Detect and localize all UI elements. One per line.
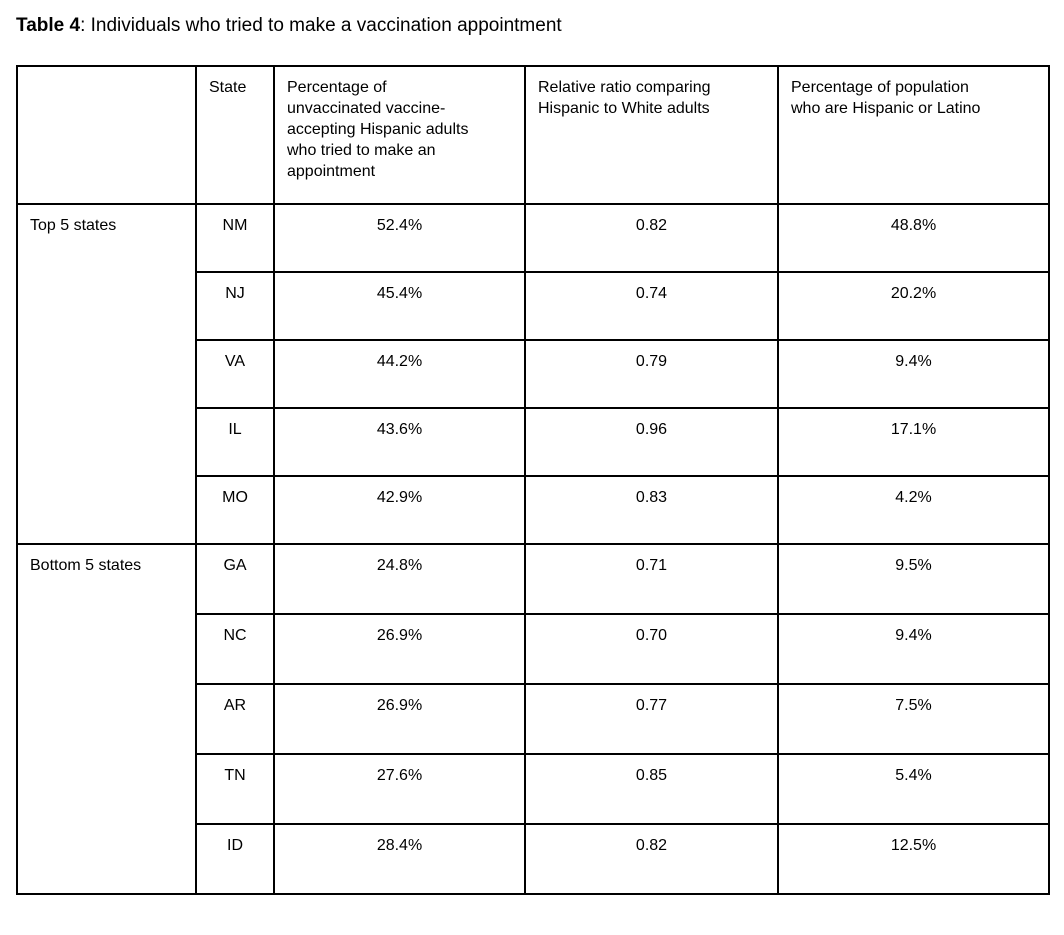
cell-pct-pop: 9.4% bbox=[777, 613, 1050, 685]
cell-state: ID bbox=[195, 823, 275, 895]
cell-pct-pop: 5.4% bbox=[777, 753, 1050, 825]
cell-state: NM bbox=[195, 203, 275, 273]
cell-state: NC bbox=[195, 613, 275, 685]
table-row: AR 26.9% 0.77 7.5% bbox=[17, 683, 1050, 755]
cell-ratio: 0.82 bbox=[524, 203, 779, 273]
cell-pct-pop: 9.4% bbox=[777, 339, 1050, 409]
table-row: IL 43.6% 0.96 17.1% bbox=[17, 407, 1050, 477]
cell-pct-tried: 28.4% bbox=[273, 823, 526, 895]
document-page: Table 4: Individuals who tried to make a… bbox=[0, 14, 1064, 935]
group-label-bottom-5: Bottom 5 states bbox=[16, 543, 197, 895]
table-row: Top 5 states NM 52.4% 0.82 48.8% bbox=[16, 203, 1050, 545]
cell-ratio: 0.96 bbox=[524, 407, 779, 477]
cell-state: VA bbox=[195, 339, 275, 409]
cell-state: GA bbox=[195, 543, 275, 615]
cell-ratio: 0.70 bbox=[524, 613, 779, 685]
cell-ratio: 0.83 bbox=[524, 475, 779, 545]
cell-pct-pop: 4.2% bbox=[777, 475, 1050, 545]
cell-pct-tried: 26.9% bbox=[273, 613, 526, 685]
cell-pct-tried: 44.2% bbox=[273, 339, 526, 409]
cell-state: IL bbox=[195, 407, 275, 477]
cell-ratio: 0.74 bbox=[524, 271, 779, 341]
table-caption-text: : Individuals who tried to make a vaccin… bbox=[80, 15, 562, 36]
table-row: NC 26.9% 0.70 9.4% bbox=[17, 613, 1050, 685]
table-caption: Table 4: Individuals who tried to make a… bbox=[16, 14, 1064, 38]
table-row: NJ 45.4% 0.74 20.2% bbox=[17, 271, 1050, 341]
cell-ratio: 0.85 bbox=[524, 753, 779, 825]
table-row: MO 42.9% 0.83 4.2% bbox=[17, 475, 1050, 545]
cell-pct-tried: 45.4% bbox=[273, 271, 526, 341]
header-ratio: Relative ratio comparing Hispanic to Whi… bbox=[524, 65, 779, 205]
cell-ratio: 0.71 bbox=[524, 543, 779, 615]
header-state: State bbox=[195, 65, 275, 205]
cell-pct-tried: 52.4% bbox=[273, 203, 526, 273]
table-row: TN 27.6% 0.85 5.4% bbox=[17, 753, 1050, 825]
cell-pct-tried: 26.9% bbox=[273, 683, 526, 755]
table-row: Bottom 5 states GA 24.8% 0.71 9.5% bbox=[16, 543, 1050, 895]
header-pct-pop: Percentage of population who are Hispani… bbox=[777, 65, 1050, 205]
cell-pct-pop: 48.8% bbox=[777, 203, 1050, 273]
table-caption-label: Table 4 bbox=[16, 15, 81, 36]
cell-ratio: 0.82 bbox=[524, 823, 779, 895]
table-row: ID 28.4% 0.82 12.5% bbox=[17, 823, 1050, 895]
cell-pct-pop: 7.5% bbox=[777, 683, 1050, 755]
cell-state: AR bbox=[195, 683, 275, 755]
cell-state: TN bbox=[195, 753, 275, 825]
header-pct-tried: Percentage of unvaccinated vaccine- acce… bbox=[273, 65, 526, 205]
cell-pct-pop: 12.5% bbox=[777, 823, 1050, 895]
cell-pct-tried: 43.6% bbox=[273, 407, 526, 477]
cell-pct-pop: 17.1% bbox=[777, 407, 1050, 477]
cell-pct-tried: 27.6% bbox=[273, 753, 526, 825]
cell-pct-tried: 24.8% bbox=[273, 543, 526, 615]
group-label-top-5: Top 5 states bbox=[16, 203, 197, 545]
cell-pct-pop: 9.5% bbox=[777, 543, 1050, 615]
cell-pct-tried: 42.9% bbox=[273, 475, 526, 545]
cell-state: MO bbox=[195, 475, 275, 545]
cell-state: NJ bbox=[195, 271, 275, 341]
cell-pct-pop: 20.2% bbox=[777, 271, 1050, 341]
header-row: State Percentage of unvaccinated vaccine… bbox=[16, 65, 1050, 205]
vaccination-appointment-table: State Percentage of unvaccinated vaccine… bbox=[16, 65, 1050, 895]
cell-ratio: 0.77 bbox=[524, 683, 779, 755]
table-row: VA 44.2% 0.79 9.4% bbox=[17, 339, 1050, 409]
header-group bbox=[16, 65, 197, 205]
cell-ratio: 0.79 bbox=[524, 339, 779, 409]
